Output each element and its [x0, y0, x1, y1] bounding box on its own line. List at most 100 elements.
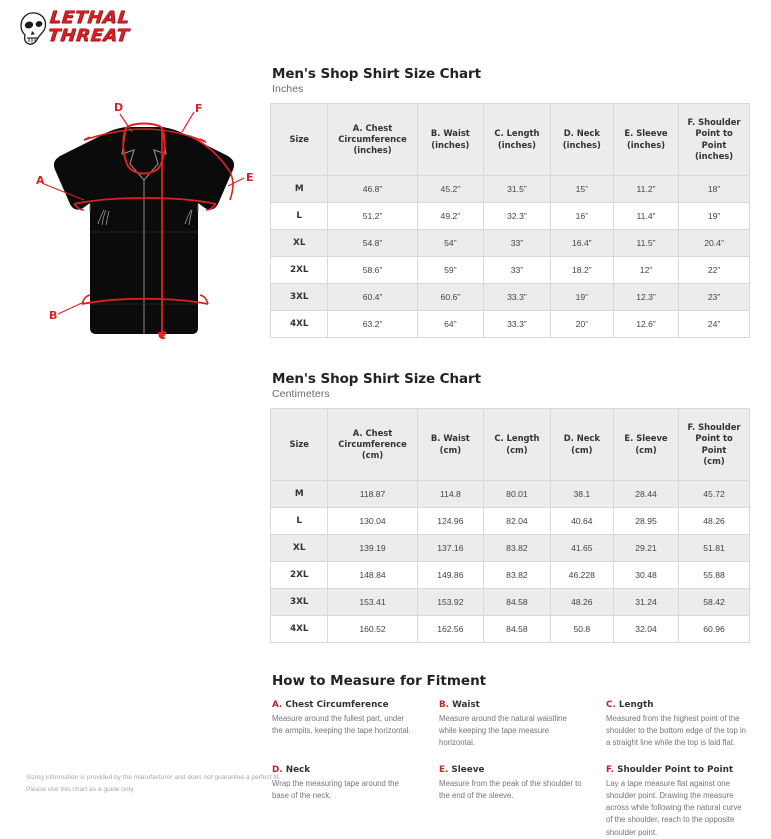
col-header-size: Size — [269, 103, 329, 176]
measure-name: Chest Circumference — [282, 700, 389, 710]
cell-value: 33” — [483, 229, 551, 257]
cell-value: 23” — [678, 283, 750, 311]
table-row: L 51.2” 49.2” 32.3” 16” 11.4” 19” — [269, 202, 750, 230]
diagram-label-a: A — [36, 174, 45, 187]
measure-letter: C. — [606, 700, 616, 710]
how-to-measure-item-title: C. Length — [606, 700, 750, 710]
measure-name: Waist — [449, 700, 480, 710]
how-to-measure-item-body: Measured from the highest point of the s… — [606, 714, 747, 748]
cell-value: 49.2” — [416, 202, 485, 230]
cell-value: 29.21 — [612, 534, 680, 562]
cell-value: 153.41 — [327, 588, 418, 616]
cell-value: 84.58 — [483, 588, 551, 616]
cell-value: 63.2” — [327, 310, 418, 338]
cell-value: 32.04 — [612, 615, 680, 643]
how-to-measure-item: E. Sleeve Measure from the peak of the sh… — [439, 765, 583, 838]
table-body-centimeters: M 118.87 114.8 80.01 38.1 28.44 45.72 L 130.04 12… — [269, 480, 750, 643]
size-chart-content: Men's Shop Shirt Size Chart Inches Size … — [269, 66, 750, 839]
cell-value: 45.2” — [416, 175, 485, 203]
cell-value: 160.52 — [327, 615, 418, 643]
col-header-shoulder: F. Shoulder Point to Point (cm) — [678, 408, 750, 481]
cell-size: L — [269, 507, 329, 535]
cell-value: 46.8” — [327, 175, 418, 203]
cell-value: 54.8” — [327, 229, 418, 257]
cell-value: 20.4” — [678, 229, 750, 257]
measure-letter: E. — [439, 765, 449, 776]
logo-line-1: LETHAL — [48, 8, 131, 28]
logo-line-2: THREAT — [46, 26, 131, 46]
how-to-measure-item: F. Shoulder Point to Point Lay a tape mea… — [606, 765, 750, 838]
cell-value: 19” — [678, 202, 750, 230]
measure-letter: A. — [272, 700, 283, 710]
cell-value: 46.228 — [549, 561, 614, 589]
how-to-measure-item-title: D. Neck — [272, 765, 416, 775]
cell-value: 118.87 — [327, 480, 418, 508]
how-to-measure-item: C. Length Measured from the highest point… — [606, 700, 750, 749]
cell-value: 58.6” — [327, 256, 418, 284]
cell-value: 60.6” — [416, 283, 485, 311]
cell-value: 130.04 — [327, 507, 418, 535]
measure-name: Length — [615, 700, 654, 710]
cell-value: 38.1 — [549, 480, 614, 508]
cell-value: 51.2” — [327, 202, 418, 230]
inches-chart-section: Men's Shop Shirt Size Chart Inches Size … — [269, 66, 750, 338]
inches-chart-subtitle: Inches — [272, 83, 304, 95]
cell-value: 84.58 — [483, 615, 551, 643]
cell-value: 31.5” — [483, 175, 551, 203]
how-to-measure-item-title: A. Chest Circumference — [272, 700, 416, 710]
cell-value: 148.84 — [327, 561, 418, 589]
cell-size: 2XL — [269, 561, 329, 589]
table-row: XL 139.19 137.16 83.82 41.65 29.21 51.81 — [269, 534, 750, 562]
cell-value: 58.42 — [678, 588, 750, 616]
disclaimer: Sizing information is provided by the ma… — [26, 772, 280, 795]
how-to-measure-item-title: E. Sleeve — [439, 765, 583, 775]
cell-value: 139.19 — [327, 534, 418, 562]
table-header-row: Size A. Chest Circumference (inches) B. … — [269, 103, 750, 176]
cell-value: 60.96 — [678, 615, 750, 643]
shirt-illustration — [43, 111, 245, 340]
cell-value: 28.44 — [612, 480, 680, 508]
table-row: 3XL 60.4” 60.6” 33.3” 19” 12.3” 23” — [269, 283, 750, 311]
measure-letter: B. — [439, 700, 450, 710]
table-row: L 130.04 124.96 82.04 40.64 28.95 48.26 — [269, 507, 750, 535]
cell-value: 153.92 — [416, 588, 485, 616]
table-row: M 46.8” 45.2” 31.5” 15” 11.2” 18” — [269, 175, 750, 203]
cell-size: 3XL — [269, 283, 329, 311]
inches-chart-title: Men's Shop Shirt Size Chart — [272, 66, 481, 82]
cell-value: 80.01 — [483, 480, 551, 508]
cell-value: 18.2” — [549, 256, 614, 284]
diagram-label-b: B — [49, 309, 58, 322]
cell-value: 32.3” — [483, 202, 551, 230]
centimeters-chart-section: Men's Shop Shirt Size Chart Centimeters … — [269, 371, 750, 643]
how-to-measure-item-title: F. Shoulder Point to Point — [606, 765, 750, 775]
cell-value: 55.88 — [678, 561, 750, 589]
cell-value: 51.81 — [678, 534, 750, 562]
cell-value: 149.86 — [416, 561, 485, 589]
table-row: 2XL 148.84 149.86 83.82 46.228 30.48 55.88 — [269, 561, 750, 589]
col-header-sleeve: E. Sleeve (inches) — [612, 103, 680, 176]
size-table-centimeters: Size A. Chest Circumference (cm) B. Wais… — [269, 408, 750, 643]
table-row: 3XL 153.41 153.92 84.58 48.26 31.24 58.42 — [269, 588, 750, 616]
cell-value: 11.4” — [612, 202, 680, 230]
cell-value: 33.3” — [483, 310, 551, 338]
how-to-measure-item-body: Measure from the peak of the shoulder to… — [439, 779, 582, 801]
cell-value: 30.48 — [612, 561, 680, 589]
cell-size: XL — [269, 229, 329, 257]
cell-value: 16” — [549, 202, 614, 230]
cell-size: M — [269, 480, 329, 508]
cell-value: 83.82 — [483, 561, 551, 589]
lethal-threat-logo: LETHAL THREAT — [16, 8, 151, 54]
cell-value: 162.56 — [416, 615, 485, 643]
how-to-measure-item: B. Waist Measure around the natural waist… — [439, 700, 583, 749]
cell-value: 114.8 — [416, 480, 485, 508]
how-to-measure-item: D. Neck Wrap the measuring tape around th… — [272, 765, 416, 838]
section-spacer — [270, 338, 750, 371]
cell-value: 31.24 — [612, 588, 680, 616]
disclaimer-line-2: Please use this chart as a guide only. — [26, 785, 135, 793]
logo-wordmark: LETHAL THREAT — [46, 8, 152, 51]
cell-size: 2XL — [269, 256, 329, 284]
cell-value: 33.3” — [483, 283, 551, 311]
table-row: 4XL 160.52 162.56 84.58 50.8 32.04 60.96 — [269, 615, 750, 643]
table-row: XL 54.8” 54” 33” 16.4” 11.5” 20.4” — [269, 229, 750, 257]
cell-value: 59” — [416, 256, 485, 284]
